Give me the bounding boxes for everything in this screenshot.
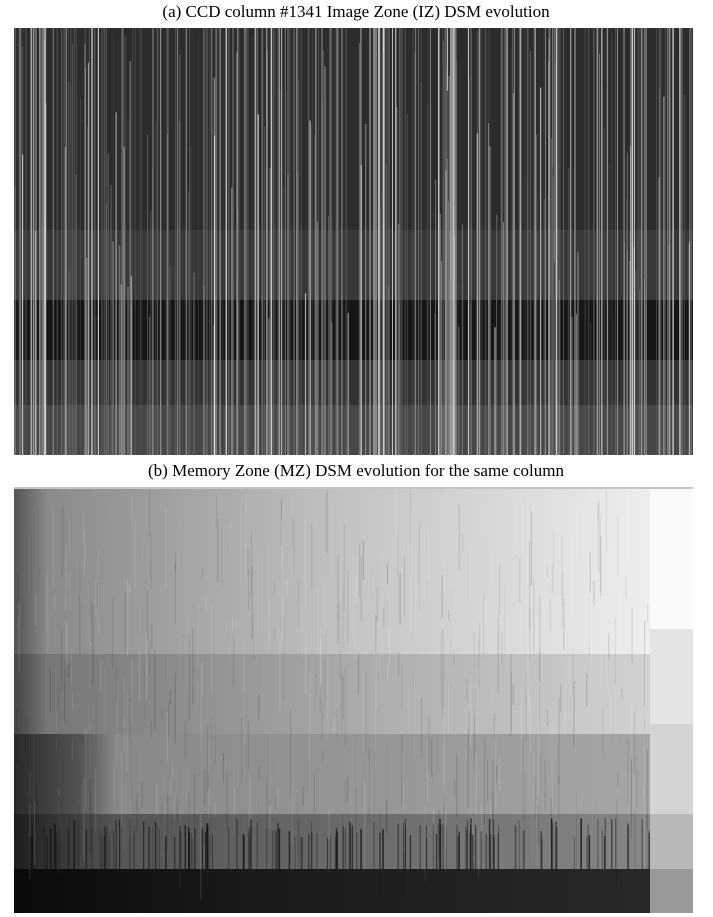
strip bbox=[650, 489, 693, 629]
caption: (a) CCD column #1341 Image Zone (IZ) DSM… bbox=[162, 2, 550, 21]
image-panel bbox=[14, 489, 693, 913]
band bbox=[14, 734, 693, 814]
caption: (b) Memory Zone (MZ) DSM evolution for t… bbox=[148, 461, 564, 480]
image-panel bbox=[14, 28, 693, 455]
strip bbox=[650, 629, 693, 724]
strip bbox=[650, 814, 693, 869]
band bbox=[14, 869, 693, 913]
figure: (a) CCD column #1341 Image Zone (IZ) DSM… bbox=[0, 0, 713, 917]
strip bbox=[650, 869, 693, 913]
page: (a) CCD column #1341 Image Zone (IZ) DSM… bbox=[0, 0, 713, 917]
strip bbox=[650, 724, 693, 814]
